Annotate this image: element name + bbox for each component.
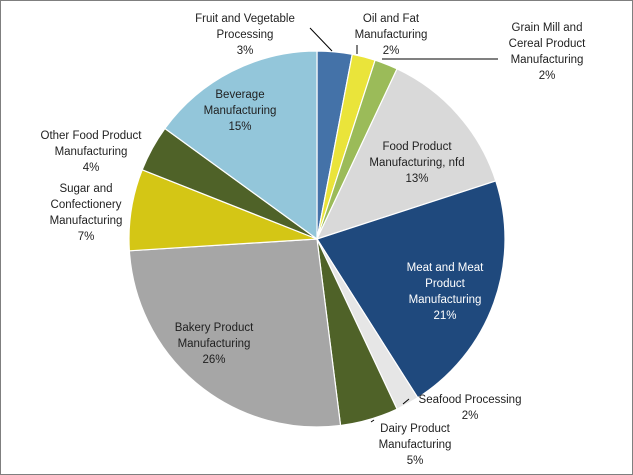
slice-label-4: Food Product Manufacturing, nfd 13% [369, 141, 464, 185]
slice-label-6: Seafood Processing 2% [419, 394, 522, 422]
slice-label-line: Manufacturing [409, 294, 482, 306]
leader-line-7 [370, 419, 375, 423]
slice-label-line: Meat and Meat [407, 262, 485, 274]
slice-label-2: Oil and Fat Manufacturing 2% [355, 13, 428, 57]
leader-lines [309, 27, 498, 423]
slice-label-line: Cereal Product [509, 38, 587, 50]
slice-percent: 26% [202, 354, 225, 366]
leader-line-6 [402, 398, 410, 405]
slice-label-line: Seafood Processing [419, 394, 522, 406]
slice-label-line: Product [425, 278, 465, 290]
slice-label-8: Bakery Product Manufacturing 26% [175, 322, 254, 366]
slice-label-line: Manufacturing, nfd [369, 157, 464, 169]
pie-slice-4 [315, 68, 497, 240]
pie-slice-11 [164, 50, 318, 241]
slice-label-11: Beverage Manufacturing 15% [204, 89, 277, 133]
slice-label-line: Manufacturing [204, 105, 277, 117]
slice-label-1: Fruit and Vegetable Processing 3% [195, 13, 295, 57]
slice-percent: 7% [78, 231, 95, 243]
slice-label-line: Dairy Product [380, 423, 450, 435]
slice-percent: 4% [83, 162, 100, 174]
pie-slice-8 [128, 238, 342, 428]
slice-percent: 13% [405, 173, 428, 185]
slice-label-line: Manufacturing [55, 146, 128, 158]
pie-slice-5 [316, 180, 506, 399]
slice-label-line: Beverage [215, 89, 264, 101]
leader-line-1 [309, 27, 333, 52]
slice-percent: 5% [407, 455, 424, 467]
slice-label-line: Confectionery [51, 199, 122, 211]
data-labels: Fruit and Vegetable Processing 3% Oil and F… [41, 13, 587, 467]
slice-label-line: Processing [217, 29, 274, 41]
slice-percent: 21% [433, 310, 456, 322]
slice-label-7: Dairy Product Manufacturing 5% [379, 423, 452, 467]
slice-label-line: Sugar and [59, 183, 112, 195]
slice-label-line: Manufacturing [379, 439, 452, 451]
slice-percent: 2% [539, 70, 556, 82]
slice-label-line: Manufacturing [511, 54, 584, 66]
slice-label-line: Oil and Fat [363, 13, 420, 25]
slice-label-line: Other Food Product [41, 130, 143, 142]
pie-slices [128, 50, 506, 428]
slice-label-line: Manufacturing [178, 338, 251, 350]
slice-label-line: Manufacturing [50, 215, 123, 227]
slice-percent: 15% [228, 121, 251, 133]
slice-label-line: Manufacturing [355, 29, 428, 41]
slice-label-line: Grain Mill and [512, 22, 583, 34]
slice-label-10: Other Food Product Manufacturing 4% [41, 130, 143, 174]
slice-percent: 2% [383, 45, 400, 57]
slice-label-9: Sugar and Confectionery Manufacturing 7% [50, 183, 123, 243]
slice-label-line: Fruit and Vegetable [195, 13, 295, 25]
slice-label-line: Food Product [382, 141, 452, 153]
slice-percent: 2% [462, 410, 479, 422]
slice-percent: 3% [237, 45, 254, 57]
slice-label-3: Grain Mill and Cereal Product Manufacturin… [509, 22, 587, 82]
slice-label-line: Bakery Product [175, 322, 254, 334]
slice-label-5: Meat and Meat Product Manufacturing 21% [407, 262, 485, 322]
